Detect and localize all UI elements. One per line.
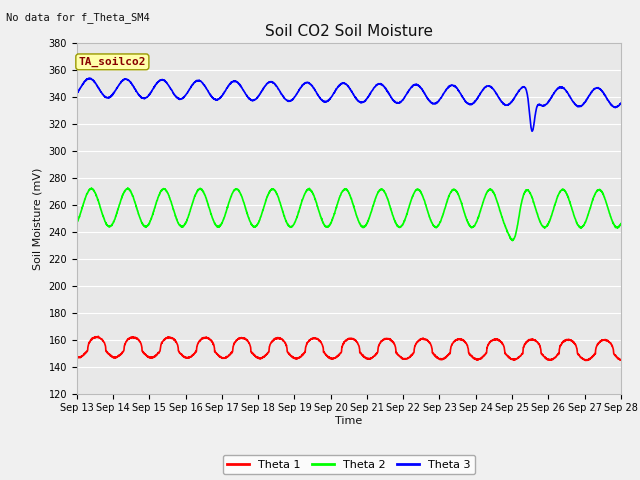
Legend: Theta 1, Theta 2, Theta 3: Theta 1, Theta 2, Theta 3 xyxy=(223,455,475,474)
Text: TA_soilco2: TA_soilco2 xyxy=(79,57,146,67)
Text: No data for f_Theta_SM4: No data for f_Theta_SM4 xyxy=(6,12,150,23)
Title: Soil CO2 Soil Moisture: Soil CO2 Soil Moisture xyxy=(265,24,433,39)
X-axis label: Time: Time xyxy=(335,416,362,426)
Y-axis label: Soil Moisture (mV): Soil Moisture (mV) xyxy=(33,167,43,270)
